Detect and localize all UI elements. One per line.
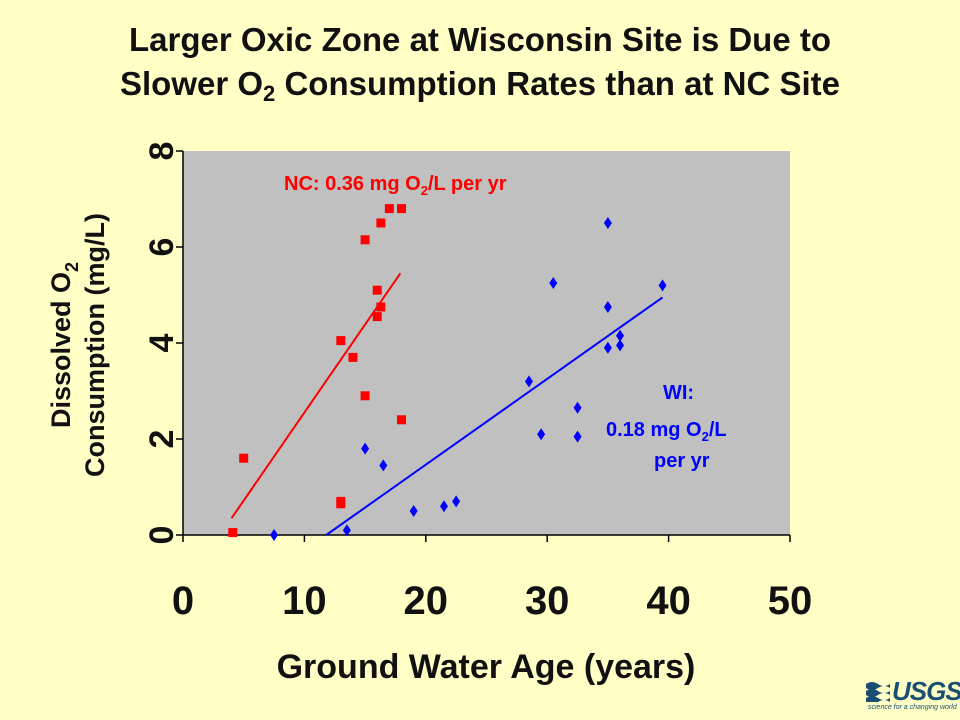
wi-data-point — [452, 495, 461, 508]
title-line-1: Larger Oxic Zone at Wisconsin Site is Du… — [128, 21, 832, 58]
nc-rate-label-sub: 2 — [421, 183, 428, 198]
title-line-2-sub: 2 — [263, 81, 276, 106]
wi-rate-label-line3: per yr — [654, 450, 710, 472]
y-axis-label-line1-sub: 2 — [62, 262, 82, 272]
wi-data-point — [603, 301, 612, 313]
plot-area — [183, 151, 790, 535]
wi-data-point — [616, 339, 625, 352]
x-axis-label: Ground Water Age (years) — [277, 648, 696, 686]
nc-data-point — [336, 336, 346, 346]
y-tick-label: 6 — [143, 238, 181, 257]
nc-data-point — [372, 285, 382, 295]
wi-data-point — [409, 505, 418, 517]
y-tick-label: 0 — [143, 526, 181, 545]
x-tick-label: 40 — [646, 579, 691, 623]
y-tick-label: 4 — [143, 333, 181, 352]
wi-data-point — [616, 329, 625, 342]
data-markers — [228, 204, 667, 541]
wi-data-point — [537, 428, 546, 441]
wi-data-point — [549, 277, 558, 289]
nc-data-point — [384, 204, 394, 214]
usgs-wave-icon — [866, 682, 890, 702]
wi-data-point — [379, 459, 388, 472]
nc-data-point — [360, 235, 370, 245]
wi-rate-label-line2-sub: 2 — [702, 429, 709, 444]
usgs-logo-tagline: science for a changing world — [868, 704, 957, 711]
y-tick-label: 8 — [143, 142, 181, 161]
y-tick-label: 2 — [143, 430, 181, 449]
nc-data-point — [376, 218, 386, 228]
usgs-logo-text: USGS — [892, 676, 960, 706]
nc-data-point — [360, 391, 370, 401]
svg-text:Dissolved O2: Dissolved O2 — [46, 262, 82, 428]
axis-ticks: 0 2 4 6 8 0 10 20 30 40 50 — [143, 142, 812, 623]
nc-data-point — [228, 528, 238, 538]
x-tick-label: 10 — [282, 579, 327, 623]
wi-rate-label: WI: 0.18 mg O2/L per yr — [606, 382, 727, 472]
wi-rate-label-line2-post: /L — [709, 419, 727, 441]
y-axis-label-line2: Consumption (mg/L) — [80, 213, 110, 477]
x-tick-label: 30 — [525, 579, 570, 623]
wi-data-point — [603, 341, 612, 354]
nc-data-point — [336, 499, 346, 509]
wi-rate-label-line2-pre: 0.18 mg O — [606, 419, 702, 441]
y-axis-label: Dissolved O2 Consumption (mg/L) — [46, 213, 110, 477]
x-tick-label: 50 — [768, 579, 813, 623]
wi-data-point — [361, 442, 370, 455]
nc-data-point — [239, 453, 249, 463]
wi-rate-label-line1: WI: — [663, 382, 694, 404]
wi-data-point — [342, 524, 351, 537]
trend-lines — [230, 272, 664, 536]
wi-data-point — [524, 375, 533, 388]
chart-title: Larger Oxic Zone at Wisconsin Site is Du… — [0, 18, 960, 116]
title-line-2-post: Consumption Rates than at NC Site — [275, 65, 840, 102]
nc-rate-label-pre: NC: 0.36 mg O — [284, 173, 421, 195]
wi-data-point — [573, 430, 582, 443]
nc-trend-line — [230, 272, 402, 519]
nc-rate-label: NC: 0.36 mg O2/L per yr — [284, 173, 507, 198]
wi-data-point — [440, 500, 449, 513]
wi-data-point — [658, 279, 667, 292]
nc-data-point — [376, 302, 386, 312]
nc-rate-label-post: /L per yr — [428, 173, 507, 195]
usgs-logo: USGS science for a changing world — [866, 676, 960, 718]
nc-data-point — [397, 204, 407, 214]
title-line-2-pre: Slower O — [119, 65, 264, 102]
y-axis-label-line1-pre: Dissolved O — [46, 272, 76, 428]
x-tick-label: 0 — [172, 579, 194, 623]
wi-data-point — [573, 401, 582, 414]
x-tick-label: 20 — [404, 579, 449, 623]
wi-data-point — [270, 529, 279, 541]
wi-data-point — [603, 217, 612, 229]
nc-data-point — [372, 312, 382, 322]
title-line-2: Slower O2 Consumption Rates than at NC S… — [0, 62, 960, 116]
wi-trend-line — [325, 296, 664, 536]
nc-data-point — [348, 352, 358, 362]
wi-rate-label-line2: 0.18 mg O2/L — [606, 419, 727, 444]
nc-data-point — [397, 415, 407, 425]
